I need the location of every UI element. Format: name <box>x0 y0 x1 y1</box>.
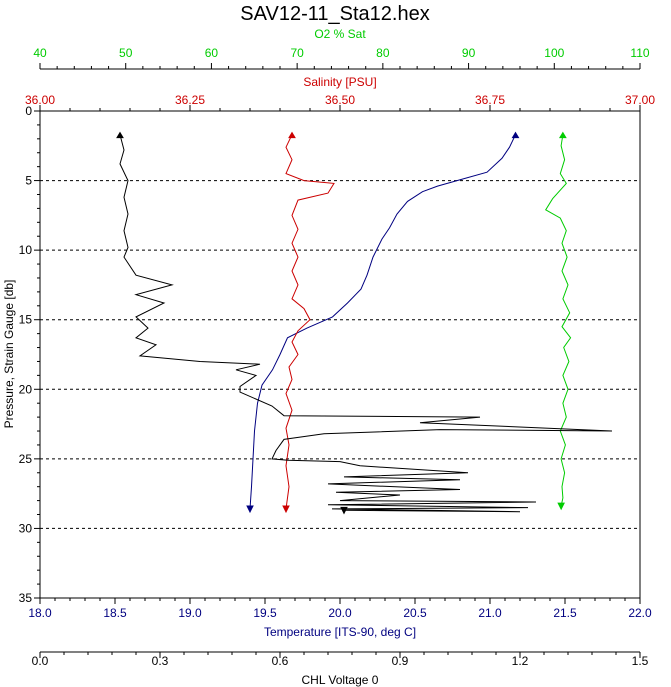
chl-tick-label: 1.2 <box>512 654 529 668</box>
sal-tick-label: 37.00 <box>625 93 655 107</box>
chl-axis: 0.0 0.3 0.6 0.9 1.2 1.5 CHL Voltage 0 <box>32 651 649 687</box>
chl-start-marker <box>116 131 124 139</box>
chl-tick-label: 0.6 <box>272 654 289 668</box>
sal-axis: 36.00 36.25 36.50 36.75 37.00 Salinity [PSU] <box>25 75 655 111</box>
chl-profile-line <box>119 134 613 513</box>
o2-tick-label: 100 <box>544 46 564 60</box>
o2-axis-title: O2 % Sat <box>314 27 366 41</box>
axes: 0 5 10 15 20 25 30 35 40 50 60 70 80 90 100 110 O2 % Sat… <box>19 27 656 687</box>
o2-axis: 40 50 60 70 80 90 100 110 O2 % Sat <box>33 27 650 70</box>
chl-tick-label: 0.0 <box>32 654 49 668</box>
y-axis-label: Pressure, Strain Gauge [db] <box>2 280 16 429</box>
y-tick-label: 5 <box>25 174 32 188</box>
temp-tick-label: 19.0 <box>178 606 202 620</box>
gridlines <box>40 180 640 529</box>
o2-tick-label: 40 <box>33 46 47 60</box>
chl-tick-label: 0.9 <box>392 654 409 668</box>
temp-tick-label: 20.0 <box>328 606 352 620</box>
sal-profile-line <box>285 134 335 509</box>
o2-tick-label: 110 <box>630 46 649 60</box>
plot-frame <box>39 110 641 599</box>
temp-end-marker <box>246 505 254 514</box>
y-tick-label: 25 <box>19 452 33 466</box>
temp-axis-title: Temperature [ITS-90, deg C] <box>264 625 416 639</box>
o2-tick-label: 80 <box>376 46 390 60</box>
o2-tick-label: 70 <box>290 46 304 60</box>
o2-profile-line <box>545 134 572 507</box>
data-series <box>116 131 613 515</box>
chl-end-marker <box>340 506 348 515</box>
sal-tick-label: 36.50 <box>325 93 355 107</box>
o2-tick-label: 50 <box>119 46 133 60</box>
y-tick-label: 15 <box>19 313 33 327</box>
y-tick-label: 20 <box>19 382 33 396</box>
sal-tick-label: 36.25 <box>175 93 205 107</box>
temp-profile-line <box>249 134 516 509</box>
temp-tick-label: 22.0 <box>628 606 652 620</box>
o2-tick-label: 60 <box>205 46 219 60</box>
sal-axis-title: Salinity [PSU] <box>303 75 376 89</box>
chl-tick-label: 1.5 <box>632 654 649 668</box>
temp-tick-label: 18.0 <box>28 606 52 620</box>
temp-axis: 18.0 18.5 19.0 19.5 20.0 20.5 21.0 21.5 22.0 Temp… <box>28 598 652 639</box>
sal-end-marker <box>282 505 290 514</box>
temp-start-marker <box>511 131 520 139</box>
plot-border <box>39 110 641 599</box>
sal-start-marker <box>288 131 296 139</box>
y-tick-label: 10 <box>19 243 33 257</box>
temp-tick-label: 21.5 <box>553 606 577 620</box>
temp-tick-label: 20.5 <box>403 606 427 620</box>
chart-title: SAV12-11_Sta12.hex <box>240 3 429 25</box>
y-tick-label: 30 <box>19 521 33 535</box>
sal-tick-label: 36.75 <box>475 93 505 107</box>
chl-axis-title: CHL Voltage 0 <box>302 673 379 687</box>
sal-tick-label: 36.00 <box>25 93 55 107</box>
y-tick-label: 35 <box>19 591 33 605</box>
o2-tick-label: 90 <box>462 46 476 60</box>
o2-start-marker <box>558 131 567 139</box>
temp-tick-label: 21.0 <box>478 606 502 620</box>
temp-tick-label: 19.5 <box>253 606 277 620</box>
o2-end-marker <box>557 502 565 511</box>
temp-tick-label: 18.5 <box>103 606 127 620</box>
y-tick-label: 0 <box>25 104 32 118</box>
chl-tick-label: 0.3 <box>152 654 169 668</box>
